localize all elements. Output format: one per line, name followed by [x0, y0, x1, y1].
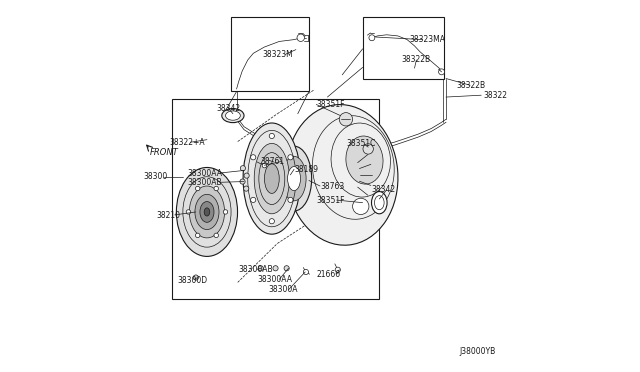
Circle shape	[214, 233, 218, 238]
Ellipse shape	[225, 111, 240, 120]
Circle shape	[195, 186, 200, 191]
Circle shape	[214, 186, 218, 191]
Circle shape	[186, 210, 191, 214]
Ellipse shape	[189, 186, 225, 238]
Circle shape	[353, 198, 369, 215]
Text: 38300A: 38300A	[268, 285, 298, 294]
Bar	[231, 17, 309, 92]
Text: 38323MA: 38323MA	[409, 35, 445, 44]
Text: 38300AA: 38300AA	[257, 275, 292, 284]
Ellipse shape	[371, 192, 387, 214]
Ellipse shape	[200, 202, 214, 222]
Ellipse shape	[287, 105, 398, 245]
Circle shape	[244, 186, 249, 191]
Text: 38323M: 38323M	[262, 50, 293, 59]
Text: 38322B: 38322B	[456, 81, 486, 90]
Text: 38210: 38210	[156, 211, 180, 220]
Text: 38761: 38761	[260, 157, 285, 166]
Text: 38189: 38189	[294, 165, 318, 174]
Circle shape	[284, 266, 289, 271]
Circle shape	[240, 166, 246, 171]
Circle shape	[369, 35, 375, 41]
Ellipse shape	[243, 123, 301, 234]
Ellipse shape	[276, 146, 312, 211]
Circle shape	[251, 155, 256, 160]
Circle shape	[269, 134, 275, 138]
Text: 38763: 38763	[320, 182, 344, 190]
Text: 38300: 38300	[143, 172, 168, 181]
Text: 38322: 38322	[483, 91, 507, 100]
Ellipse shape	[177, 167, 237, 256]
Circle shape	[223, 210, 228, 214]
Circle shape	[303, 269, 308, 275]
Circle shape	[251, 197, 256, 202]
Bar	[363, 17, 444, 78]
Ellipse shape	[195, 194, 219, 230]
Text: 38300AB: 38300AB	[239, 265, 273, 274]
Text: 38322+A: 38322+A	[170, 138, 205, 147]
Ellipse shape	[222, 109, 244, 123]
Text: FRONT: FRONT	[150, 148, 179, 157]
Text: 38342: 38342	[216, 104, 241, 113]
Circle shape	[240, 179, 245, 184]
Text: 38300AB: 38300AB	[188, 178, 222, 187]
Bar	[172, 99, 380, 299]
Text: 21666: 21666	[316, 270, 340, 279]
Circle shape	[262, 163, 267, 168]
Circle shape	[273, 266, 278, 271]
Circle shape	[288, 197, 293, 202]
Circle shape	[195, 233, 200, 238]
Circle shape	[288, 155, 293, 160]
Circle shape	[244, 173, 249, 178]
Ellipse shape	[346, 136, 383, 184]
Text: 38351F: 38351F	[316, 196, 345, 205]
Circle shape	[269, 219, 275, 224]
Ellipse shape	[287, 167, 301, 190]
Ellipse shape	[204, 208, 210, 216]
Text: 38322B: 38322B	[401, 55, 431, 64]
Text: 38351F: 38351F	[316, 100, 345, 109]
Circle shape	[438, 69, 445, 75]
Circle shape	[297, 34, 305, 41]
Text: 38342: 38342	[372, 185, 396, 194]
Text: 38300AA: 38300AA	[188, 169, 223, 177]
Text: J38000YB: J38000YB	[460, 347, 496, 356]
Circle shape	[258, 266, 263, 271]
Text: 38351C: 38351C	[346, 139, 375, 148]
Ellipse shape	[264, 164, 279, 193]
Ellipse shape	[254, 143, 289, 214]
Circle shape	[339, 113, 353, 126]
Circle shape	[363, 144, 373, 154]
Circle shape	[335, 267, 340, 272]
Circle shape	[193, 275, 198, 280]
Text: 38300D: 38300D	[177, 276, 207, 285]
Ellipse shape	[282, 156, 306, 201]
